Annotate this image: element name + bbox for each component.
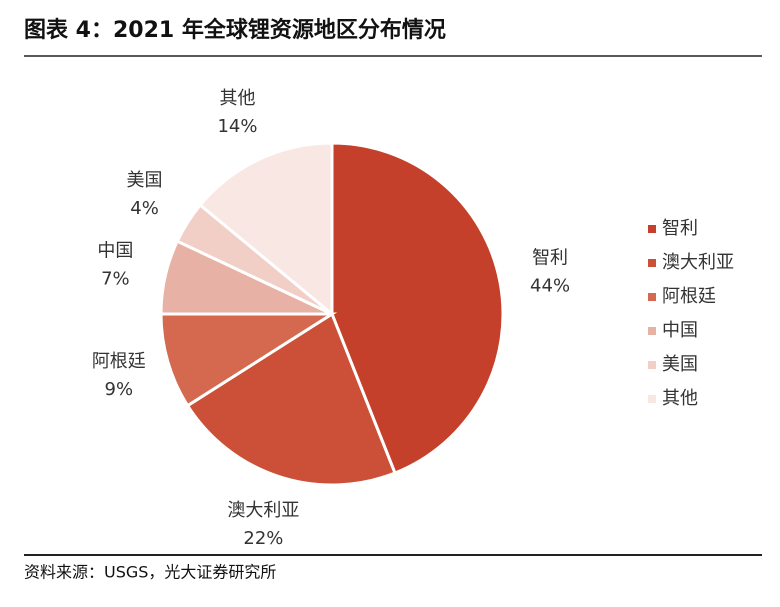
legend-swatch: [648, 327, 656, 335]
legend-label: 澳大利亚: [662, 252, 734, 273]
legend-swatch: [648, 259, 656, 267]
legend-swatch: [648, 395, 656, 403]
source: 资料来源：USGS，光大证券研究所: [24, 563, 276, 582]
slice-label: 智利: [532, 247, 568, 268]
slice-label: 美国: [127, 170, 163, 191]
slice-value: 44%: [530, 275, 570, 296]
legend-label: 中国: [662, 320, 698, 341]
chart-title: 图表 4：2021 年全球锂资源地区分布情况: [24, 17, 446, 43]
legend-label: 智利: [662, 218, 698, 239]
slice-value: 9%: [105, 379, 134, 400]
slice-value: 4%: [130, 198, 159, 219]
legend-swatch: [648, 361, 656, 369]
legend-label: 美国: [662, 354, 698, 375]
pie-slice: [185, 311, 397, 487]
legend-label: 阿根廷: [662, 286, 716, 307]
slice-label: 其他: [219, 88, 255, 109]
slice-label: 阿根廷: [92, 351, 146, 372]
slice-value: 22%: [243, 528, 283, 549]
slice-label: 中国: [97, 241, 133, 262]
pie-slice: [330, 141, 505, 475]
legend-swatch: [648, 293, 656, 301]
legend-swatch: [648, 225, 656, 233]
legend-label: 其他: [662, 388, 698, 409]
slice-value: 7%: [101, 269, 130, 290]
pie-slice: [198, 141, 334, 318]
pie-slice: [159, 312, 338, 408]
slice-label: 澳大利亚: [227, 500, 299, 521]
slice-value: 14%: [217, 116, 257, 137]
